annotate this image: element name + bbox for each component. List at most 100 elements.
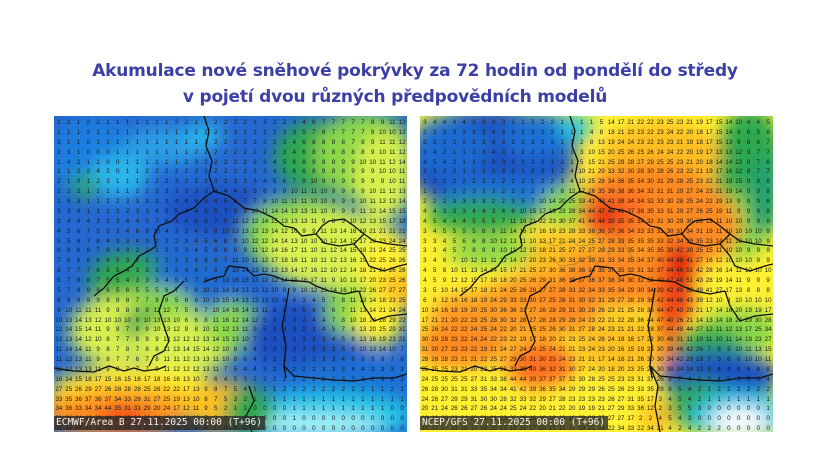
grid-value: 8	[717, 346, 721, 354]
grid-value: 1	[331, 395, 336, 403]
grid-value: 1	[746, 395, 751, 403]
grid-value: 2	[272, 138, 277, 146]
grid-value: 6	[86, 247, 91, 255]
grid-value: 9	[57, 306, 61, 314]
grid-value: 22	[637, 326, 645, 334]
grid-value: 7	[184, 286, 189, 294]
grid-value: 23	[754, 336, 762, 344]
grid-value: 4	[668, 425, 672, 432]
grid-value: 8	[194, 326, 198, 334]
grid-value: 19	[379, 336, 386, 344]
grid-value: 4	[312, 306, 316, 314]
grid-value: 2	[243, 119, 247, 126]
grid-value: 30	[421, 336, 429, 344]
grid-value: 6	[76, 237, 81, 245]
grid-value: 8	[361, 356, 365, 363]
grid-value: 21	[686, 316, 694, 324]
grid-value: 43	[686, 296, 694, 304]
grid-value: 2	[452, 168, 457, 176]
grid-value: 28	[133, 395, 141, 403]
grid-value: 17	[705, 128, 713, 136]
grid-value: 3	[292, 128, 296, 136]
grid-value: 1	[380, 385, 385, 393]
grid-value: 17	[627, 415, 635, 423]
grid-value: 12	[182, 356, 190, 363]
grid-value: 11	[163, 365, 170, 373]
grid-value: 2	[491, 168, 496, 176]
grid-value: 9	[361, 168, 365, 176]
grid-value: 24	[588, 365, 596, 373]
grid-value: 25	[637, 365, 645, 373]
grid-value: 23	[597, 346, 605, 354]
grid-value: 31	[450, 385, 458, 393]
grid-value: 11	[55, 346, 63, 354]
grid-value: 12	[519, 247, 527, 255]
grid-value: 27	[441, 346, 448, 354]
grid-value: 2	[302, 385, 306, 393]
grid-value: 14	[241, 316, 249, 324]
grid-value: 1	[263, 128, 267, 136]
grid-value: 11	[241, 326, 249, 334]
grid-value: 36	[499, 306, 507, 314]
grid-value: 10	[192, 375, 200, 383]
grid-value: 35	[607, 286, 615, 294]
grid-value: 1	[243, 405, 247, 413]
grid-value: 27	[509, 346, 517, 354]
grid-value: 2	[86, 128, 91, 136]
grid-value: 21	[617, 306, 625, 314]
grid-value: 7	[76, 267, 81, 275]
grid-value: 27	[617, 296, 625, 304]
grid-value: 24	[421, 395, 429, 403]
grid-value: 29	[558, 306, 566, 314]
grid-value: 12	[182, 365, 190, 373]
grid-value: 34	[666, 356, 674, 363]
grid-value: 25	[686, 178, 694, 186]
grid-value: 11	[232, 257, 239, 265]
grid-value: 36	[558, 277, 566, 284]
grid-value: 34	[114, 395, 122, 403]
grid-value: 36	[94, 395, 102, 403]
grid-value: 12	[735, 148, 743, 156]
grid-value: 2	[756, 385, 760, 393]
grid-value: 19	[705, 168, 713, 176]
grid-value: 4	[135, 217, 140, 225]
grid-value: 35	[65, 395, 73, 403]
grid-value: 11	[764, 356, 772, 363]
grid-value: 24	[519, 346, 527, 354]
grid-value: 10	[764, 296, 772, 304]
grid-value: 42	[656, 296, 664, 304]
grid-value: 30	[548, 267, 556, 275]
grid-value: 9	[96, 296, 100, 304]
grid-value: 5	[106, 267, 110, 275]
grid-value: 4	[442, 237, 447, 245]
grid-value: 24	[421, 375, 429, 383]
grid-value: 34	[94, 405, 102, 413]
grid-value: 4	[106, 237, 110, 245]
grid-value: 13	[725, 148, 733, 156]
grid-value: 2	[472, 178, 476, 186]
grid-value: 0	[282, 415, 287, 423]
grid-value: 21	[470, 356, 478, 363]
grid-value: 7	[135, 346, 140, 354]
grid-value: 1	[76, 138, 81, 146]
grid-value: 12	[470, 257, 478, 265]
grid-value: 0	[86, 148, 91, 156]
grid-value: 35	[548, 385, 556, 393]
grid-value: 10	[735, 346, 743, 354]
grid-value: 3	[145, 237, 149, 245]
grid-value: 4	[253, 346, 257, 354]
grid-value: 13	[192, 356, 200, 363]
grid-value: 7	[125, 326, 130, 334]
grid-value: 20	[696, 158, 703, 166]
grid-value: 3	[282, 148, 287, 156]
grid-value: 13	[231, 326, 239, 334]
grid-value: 17	[271, 257, 279, 265]
grid-value: 9	[155, 336, 159, 344]
grid-value: 11	[94, 326, 102, 334]
grid-value: 9	[135, 316, 140, 324]
grid-value: 3	[184, 247, 189, 255]
grid-value: 14	[182, 346, 190, 354]
grid-value: 8	[746, 138, 751, 146]
grid-value: 23	[676, 168, 684, 176]
grid-value: 15	[222, 336, 230, 344]
